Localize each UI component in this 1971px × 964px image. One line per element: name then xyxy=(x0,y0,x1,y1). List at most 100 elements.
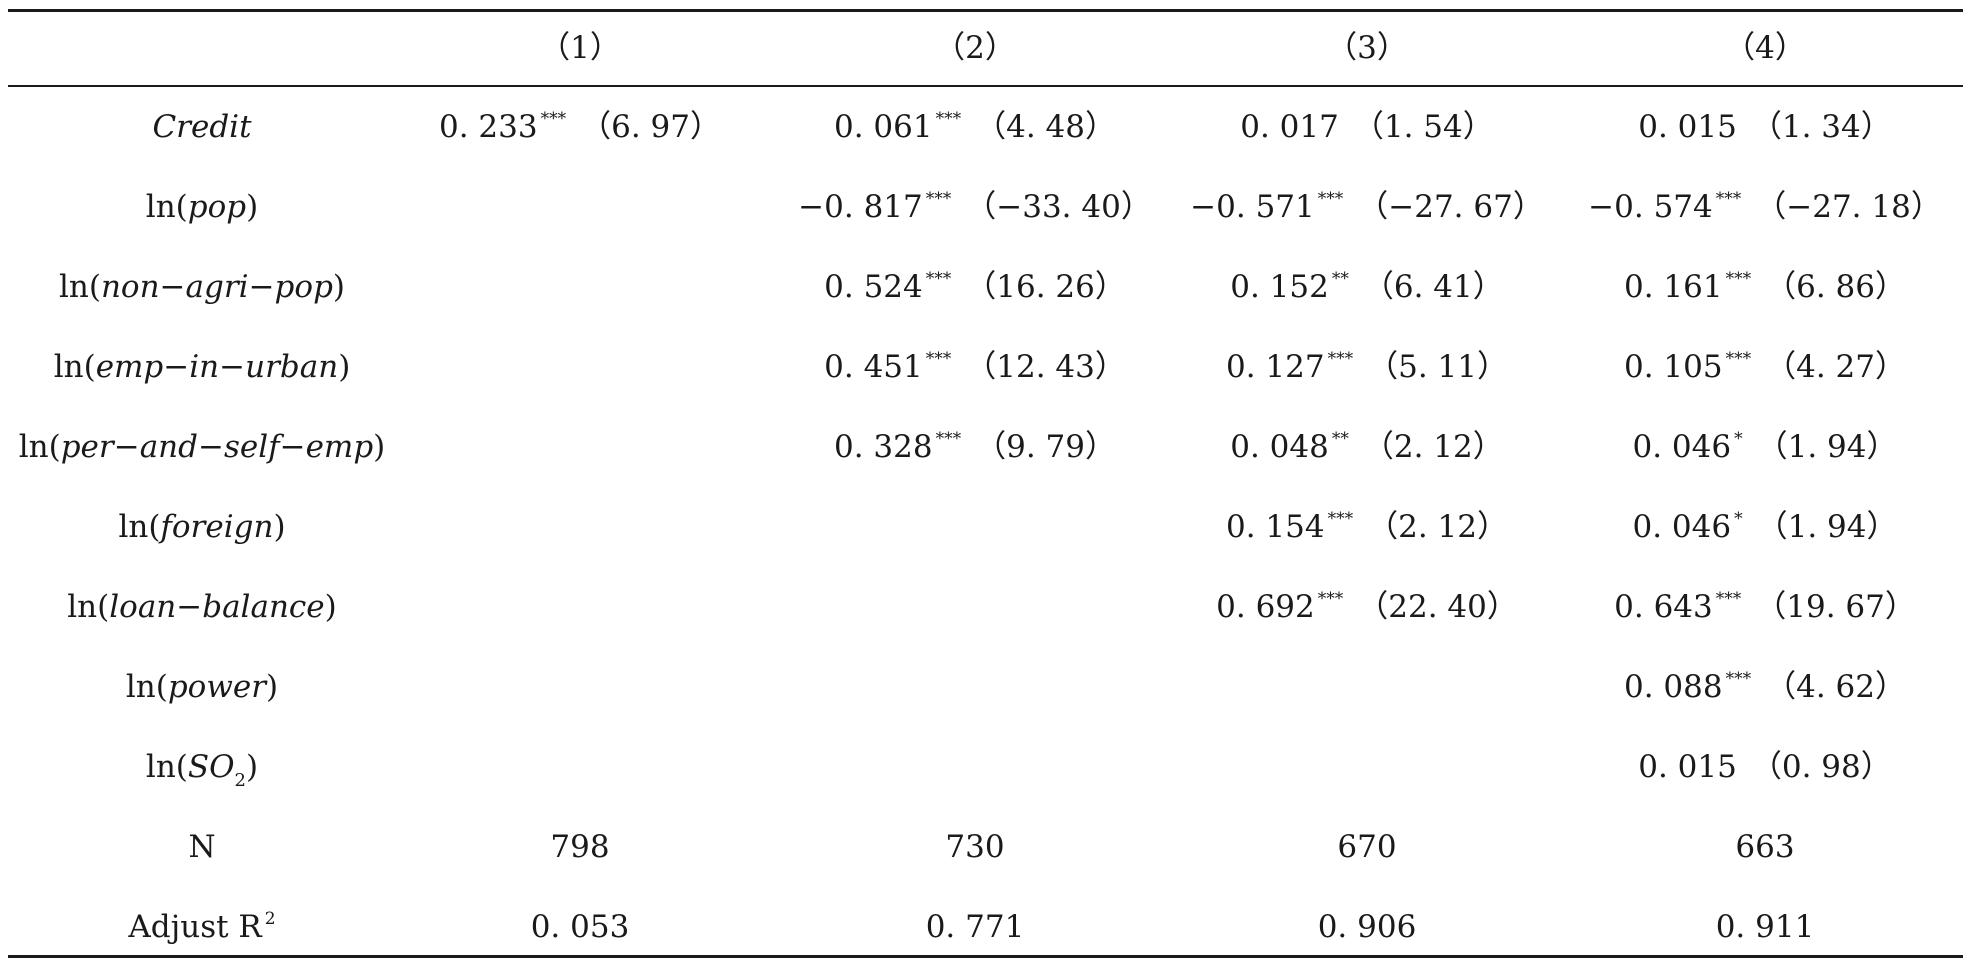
standard-value: （4. 48） xyxy=(975,109,1116,145)
r2-value: 0. 911 xyxy=(1715,909,1815,945)
standard-value: （6. 41） xyxy=(1362,269,1504,305)
coefficient-cell: 0. 061 *** （4. 48） xyxy=(834,107,1116,147)
coefficient-cell: 0. 233 *** （6. 97） xyxy=(439,107,721,147)
top-rule xyxy=(8,9,1963,12)
coefficient-cell: 0. 127 *** （5. 11） xyxy=(1226,347,1508,387)
coefficient-cell: 0. 692 *** （22. 40） xyxy=(1216,587,1518,627)
row-label: ln(non−agri−pop) xyxy=(59,267,345,307)
coefficient: 0. 161 xyxy=(1624,269,1723,305)
r2-label-text: Adjust R xyxy=(128,909,262,945)
row-label: ln(power) xyxy=(126,667,278,707)
significance-stars: *** xyxy=(1327,348,1354,369)
standard-value: （2. 12） xyxy=(1367,509,1508,545)
row-label: ln(loan−balance) xyxy=(67,587,337,627)
standard-value: （0. 98） xyxy=(1750,749,1892,785)
row-label: ln(SO2) xyxy=(146,747,259,790)
column-header: （4） xyxy=(1724,30,1806,66)
standard-value: （4. 27） xyxy=(1765,349,1906,385)
standard-value: （16. 26） xyxy=(965,269,1126,305)
row-label-suffix: ) xyxy=(332,269,346,305)
coefficient-cell: 0. 524 *** （16. 26） xyxy=(824,267,1126,307)
significance-stars: ** xyxy=(1331,428,1349,449)
column-header: （3） xyxy=(1326,30,1408,66)
row-label-prefix: ln( xyxy=(18,429,61,465)
r2-label-superscript: 2 xyxy=(264,908,276,929)
significance-stars: *** xyxy=(1317,588,1344,609)
standard-value: （6. 86） xyxy=(1765,269,1906,305)
row-label-var: SO xyxy=(187,749,235,785)
coefficient: 0. 233 xyxy=(439,109,538,145)
column-header: （1） xyxy=(539,30,621,66)
coefficient: 0. 152 xyxy=(1230,269,1329,305)
coefficient: 0. 154 xyxy=(1226,509,1325,545)
significance-stars: *** xyxy=(1725,268,1752,289)
coefficient: −0. 574 xyxy=(1588,189,1713,225)
row-label-prefix: ln( xyxy=(118,509,161,545)
row-label-var: power xyxy=(167,669,267,705)
standard-value: （2. 12） xyxy=(1362,429,1504,465)
standard-value: （1. 54） xyxy=(1352,109,1494,145)
coefficient-cell: 0. 154 *** （2. 12） xyxy=(1226,507,1508,547)
row-label-var: Credit xyxy=(152,109,252,145)
coefficient-cell: −0. 817 *** （−33. 40） xyxy=(798,187,1152,227)
row-label-suffix: ) xyxy=(338,349,351,385)
standard-value: （1. 34） xyxy=(1750,109,1892,145)
row-label: Credit xyxy=(152,107,251,147)
coefficient-cell: 0. 152 ** （6. 41） xyxy=(1230,267,1504,307)
coefficient-cell: 0. 048 ** （2. 12） xyxy=(1230,427,1504,467)
row-label-var: pop xyxy=(187,189,247,225)
r2-value: 0. 906 xyxy=(1317,909,1417,945)
n-value: 670 xyxy=(1337,829,1397,865)
row-label: ln(pop) xyxy=(146,187,258,227)
row-label-suffix: ) xyxy=(246,189,259,225)
coefficient: 0. 048 xyxy=(1230,429,1329,465)
coefficient: 0. 017 xyxy=(1240,109,1339,145)
significance-stars: *** xyxy=(935,108,962,129)
standard-value: （9. 79） xyxy=(975,429,1116,465)
coefficient-cell: 0. 017 （1. 54） xyxy=(1240,107,1494,147)
n-value: 730 xyxy=(945,829,1005,865)
standard-value: （1. 94） xyxy=(1756,429,1898,465)
coefficient: 0. 451 xyxy=(824,349,923,385)
header-rule xyxy=(8,85,1963,87)
n-value: 663 xyxy=(1735,829,1795,865)
r2-value: 0. 053 xyxy=(530,909,630,945)
significance-stars: *** xyxy=(540,108,567,129)
coefficient: −0. 571 xyxy=(1190,189,1315,225)
row-label-var: foreign xyxy=(160,509,274,545)
row-label: ln(foreign) xyxy=(118,507,285,547)
coefficient-cell: 0. 105 *** （4. 27） xyxy=(1624,347,1906,387)
row-label-suffix: ) xyxy=(245,749,259,785)
standard-value: （1. 94） xyxy=(1756,509,1898,545)
standard-value: （5. 11） xyxy=(1367,349,1508,385)
standard-value: （22. 40） xyxy=(1357,589,1518,625)
significance-stars: *** xyxy=(1715,188,1742,209)
row-label-suffix: ) xyxy=(273,509,286,545)
n-value: 798 xyxy=(550,829,610,865)
standard-value: （4. 62） xyxy=(1765,669,1906,705)
coefficient-cell: 0. 328 *** （9. 79） xyxy=(834,427,1116,467)
standard-value: （−33. 40） xyxy=(965,189,1152,225)
standard-value: （19. 67） xyxy=(1755,589,1916,625)
standard-value: （−27. 18） xyxy=(1755,189,1942,225)
coefficient-cell: 0. 451 *** （12. 43） xyxy=(824,347,1126,387)
significance-stars: * xyxy=(1734,428,1743,449)
row-label-var: emp−in−urban xyxy=(95,349,339,385)
r2-value: 0. 771 xyxy=(925,909,1025,945)
bottom-rule xyxy=(8,955,1963,958)
coefficient-cell: −0. 571 *** （−27. 67） xyxy=(1190,187,1544,227)
row-label-prefix: ln( xyxy=(67,589,110,625)
row-label-prefix: ln( xyxy=(53,349,96,385)
coefficient-cell: 0. 088 *** （4. 62） xyxy=(1624,667,1906,707)
row-label-prefix: ln( xyxy=(145,189,188,225)
standard-value: （6. 97） xyxy=(580,109,721,145)
coefficient: 0. 643 xyxy=(1614,589,1713,625)
row-label-suffix: ) xyxy=(324,589,337,625)
coefficient: 0. 015 xyxy=(1638,109,1737,145)
coefficient-cell: 0. 046 * （1. 94） xyxy=(1633,427,1898,467)
coefficient: 0. 088 xyxy=(1624,669,1723,705)
row-label-n: N xyxy=(188,829,216,865)
coefficient: 0. 061 xyxy=(834,109,933,145)
row-label-prefix: ln( xyxy=(58,269,101,305)
